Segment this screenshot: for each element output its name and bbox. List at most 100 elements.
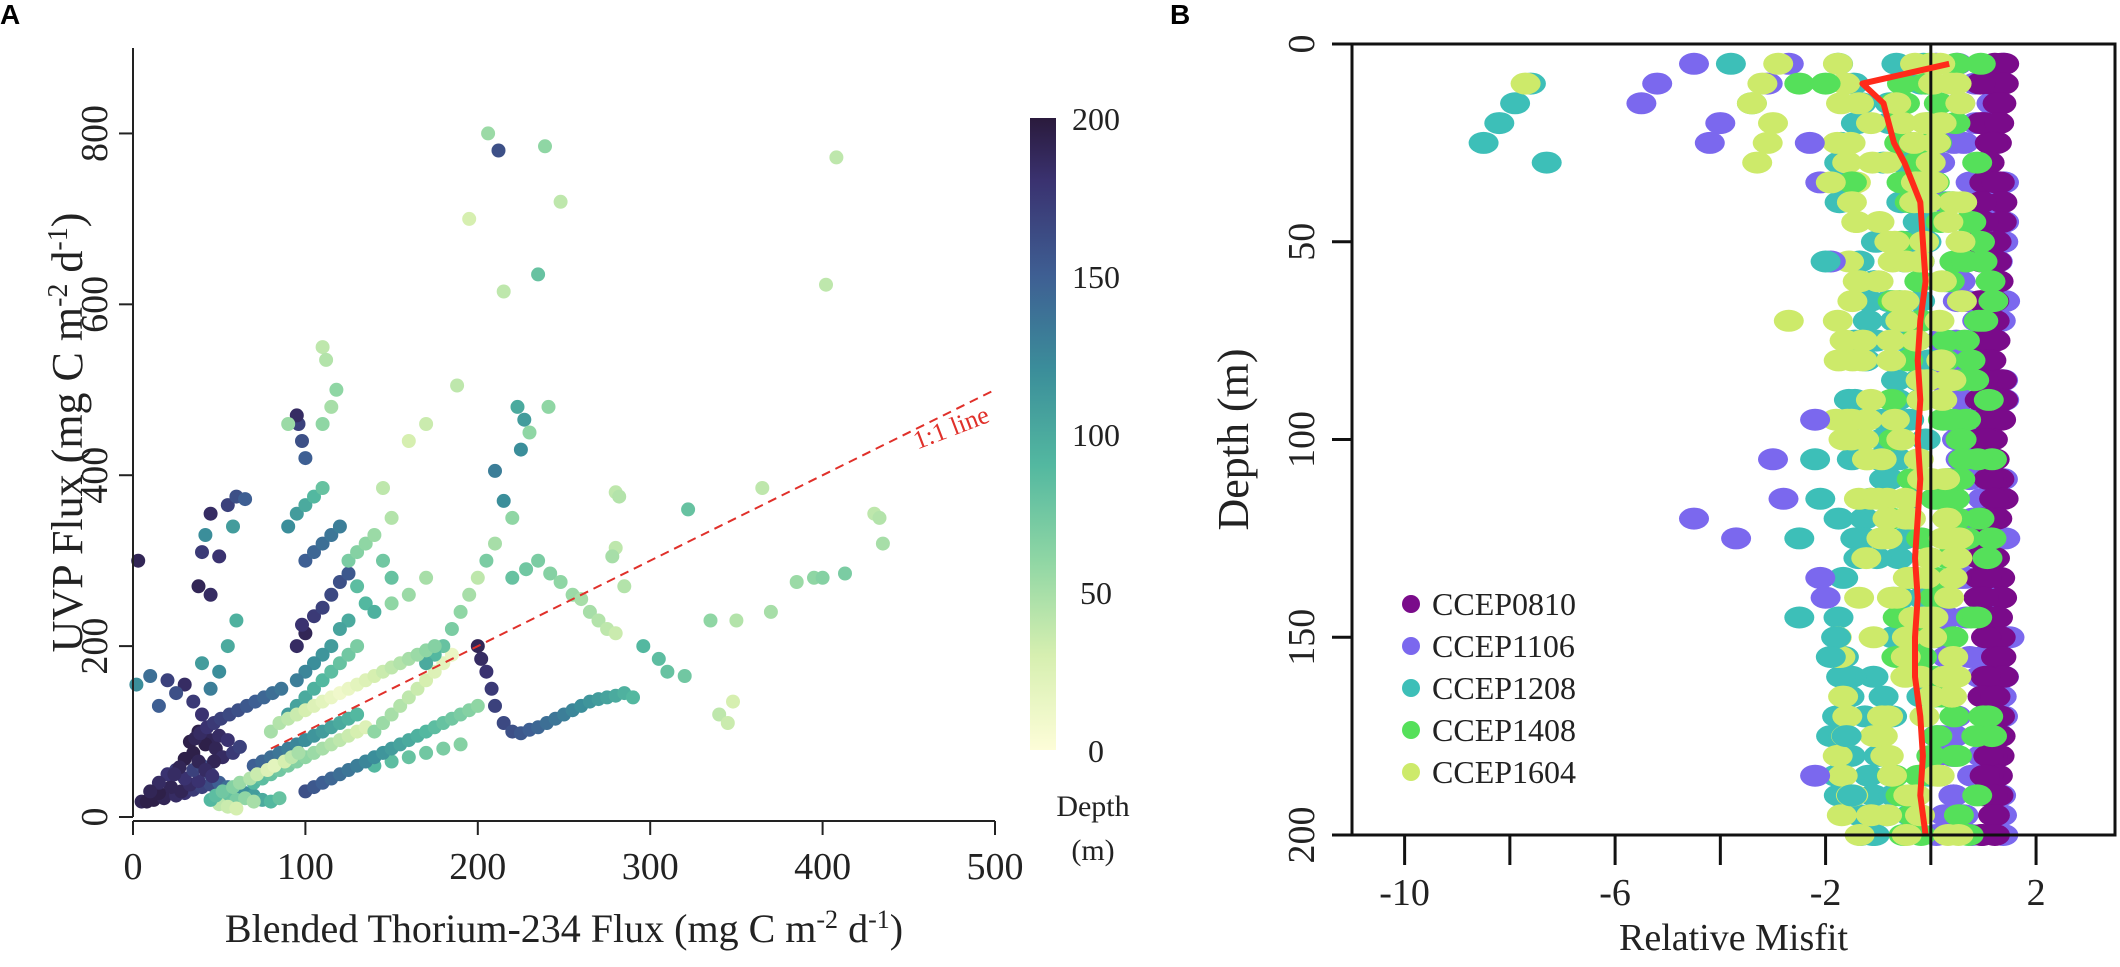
- misfit-point: [1890, 507, 1921, 530]
- misfit-point: [1973, 468, 2004, 491]
- misfit-point: [1938, 784, 1969, 807]
- data-point: [324, 528, 339, 542]
- misfit-point: [1833, 388, 1864, 411]
- data-point: [427, 664, 442, 679]
- data-point: [479, 553, 494, 568]
- data-point: [470, 570, 485, 585]
- colorbar-tick-label: 200: [1072, 101, 1120, 137]
- misfit-point: [1922, 725, 1953, 748]
- data-point: [350, 545, 365, 560]
- data-point: [298, 498, 313, 513]
- data-point: [289, 639, 304, 654]
- misfit-outlier-point: [1800, 408, 1831, 431]
- misfit-point: [1924, 309, 1955, 332]
- data-point: [315, 600, 330, 615]
- data-point: [238, 492, 253, 507]
- misfit-outlier-point: [1510, 72, 1541, 95]
- misfit-point: [1975, 270, 2006, 293]
- panel-a-y-ticks: 0 200 400 600 800: [74, 105, 133, 827]
- data-point: [298, 553, 313, 568]
- data-point: [591, 613, 606, 628]
- data-point: [608, 626, 623, 641]
- misfit-point: [1971, 428, 2002, 451]
- data-point: [815, 570, 830, 585]
- data-point: [617, 579, 632, 594]
- data-point: [479, 664, 494, 679]
- data-point: [605, 549, 620, 564]
- data-point: [191, 774, 206, 789]
- data-point: [470, 698, 485, 713]
- legend-swatch: [1402, 721, 1420, 739]
- misfit-point: [1945, 230, 1976, 253]
- data-point: [143, 784, 158, 799]
- misfit-outlier-point: [1705, 112, 1736, 135]
- misfit-outlier-point: [1800, 448, 1831, 471]
- data-point: [291, 745, 306, 760]
- data-point: [703, 613, 718, 628]
- data-point: [636, 639, 651, 654]
- x-tick-label: -6: [1599, 872, 1631, 914]
- data-point: [220, 733, 235, 748]
- data-point: [324, 587, 339, 602]
- panel-a-y-label: UVP Flux (mg C m-2 d-1): [43, 213, 92, 653]
- data-point: [226, 519, 240, 534]
- misfit-outlier-point: [1758, 448, 1788, 471]
- data-point: [186, 694, 201, 709]
- data-point: [496, 284, 511, 299]
- misfit-point: [1987, 191, 2018, 214]
- data-point: [720, 716, 735, 730]
- misfit-point: [1876, 586, 1907, 609]
- data-point: [401, 690, 416, 705]
- data-point: [384, 570, 399, 585]
- colorbar-ticks: 0 50 100 150 200: [1072, 101, 1120, 769]
- data-point: [612, 489, 627, 504]
- data-point: [315, 673, 330, 688]
- data-point: [367, 604, 382, 619]
- misfit-point: [1945, 428, 1976, 451]
- misfit-point: [1984, 112, 2015, 135]
- misfit-point: [1828, 685, 1859, 708]
- misfit-point: [1977, 725, 2007, 748]
- data-point: [681, 502, 696, 517]
- misfit-point: [1978, 290, 2009, 313]
- misfit-outlier-point: [1468, 131, 1499, 154]
- misfit-point: [1962, 606, 1993, 629]
- misfit-point: [1920, 487, 1950, 510]
- legend-label: CCEP1604: [1432, 754, 1576, 790]
- y-tick-label: 200: [74, 618, 116, 675]
- misfit-point: [1822, 744, 1853, 767]
- one-to-one-label: 1:1 line: [909, 400, 993, 455]
- data-point: [531, 553, 546, 568]
- data-point: [651, 651, 666, 666]
- data-point: [151, 775, 166, 790]
- data-point: [203, 506, 218, 521]
- misfit-point: [1926, 349, 1957, 372]
- misfit-point: [1851, 547, 1882, 570]
- misfit-outlier-point: [1679, 52, 1709, 75]
- misfit-point: [1849, 507, 1880, 530]
- data-point: [315, 340, 330, 355]
- y-tick-label: 0: [1281, 35, 1323, 54]
- data-point: [203, 587, 218, 602]
- data-point: [419, 673, 434, 688]
- data-point: [829, 150, 844, 165]
- misfit-point: [1983, 92, 2014, 115]
- data-point: [541, 399, 556, 414]
- panel-a-scatter: 1:1 line 0 100 200 300 400 500 0200400600800 …: [43, 48, 1130, 951]
- depth-colorbar: [1030, 118, 1056, 750]
- misfit-point: [1971, 626, 2001, 649]
- misfit-point: [1934, 586, 1965, 609]
- misfit-outlier-point: [1484, 112, 1515, 135]
- misfit-point: [1979, 804, 2010, 827]
- misfit-point: [1873, 744, 1904, 767]
- data-point: [553, 575, 568, 589]
- x-tick-label: 0: [124, 846, 143, 888]
- data-point: [212, 664, 227, 679]
- data-point: [453, 604, 468, 619]
- data-point: [263, 724, 278, 739]
- panel-b-legend: CCEP0810 CCEP1106 CCEP1208 CCEP1408 CCEP1604: [1402, 586, 1576, 790]
- misfit-outlier-point: [1752, 131, 1783, 154]
- panel-b-x-ticks: -10 -6 -2 2: [1379, 835, 2046, 914]
- misfit-point: [1955, 349, 1986, 372]
- data-point: [295, 617, 309, 632]
